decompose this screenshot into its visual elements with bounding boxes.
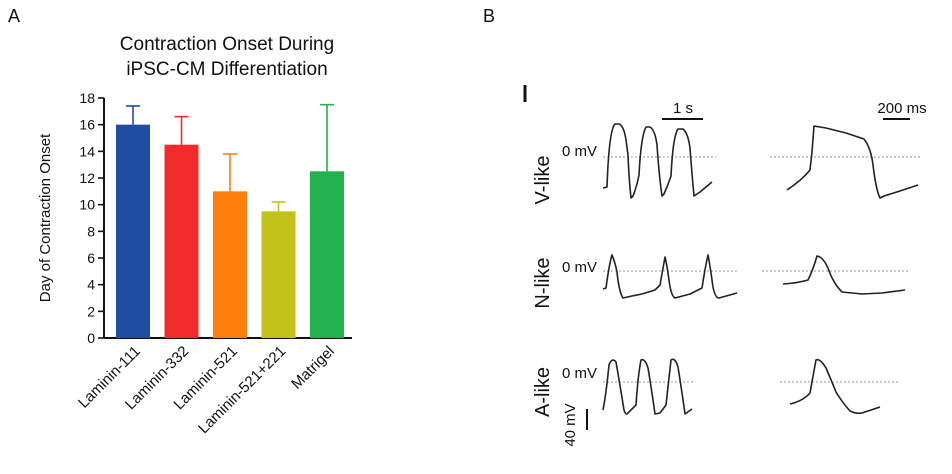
trace-a-like-train: [602, 358, 693, 415]
zero-label-v-like: 0 mV: [562, 143, 597, 160]
category-label: Laminin-521+221: [195, 343, 289, 437]
panel-b-label: B: [483, 6, 495, 26]
trace-n-like-single: [782, 255, 906, 295]
y-tick-label: 12: [79, 170, 95, 186]
y-tick-label: 10: [79, 197, 95, 213]
trace-v-like-single: [786, 125, 919, 199]
y-tick-label: 2: [87, 303, 95, 319]
bar: [261, 211, 296, 338]
chart-title-line2: iPSC-CM Differentiation: [126, 59, 327, 80]
bar: [116, 124, 150, 339]
error-bars: [126, 103, 334, 212]
y-tick-label: 16: [79, 117, 95, 133]
row-label-n-like: N-like: [532, 257, 554, 308]
trace-v-like-train: [602, 123, 713, 199]
zero-label-n-like: 0 mV: [562, 259, 597, 276]
bar: [310, 171, 344, 338]
bar: [164, 144, 199, 338]
chart-title-line1: Contraction Onset During: [120, 34, 334, 55]
row-label-v-like: V-like: [532, 156, 554, 205]
y-tick-label: 18: [79, 90, 95, 106]
bars: [116, 124, 344, 339]
y-tick-label: 0: [87, 330, 95, 346]
scale-label-1s: 1 s: [673, 100, 693, 117]
x-tick-labels: Laminin-111Laminin-332Laminin-521Laminin…: [75, 343, 338, 437]
row-label-a-like: A-like: [532, 367, 554, 417]
y-tick-label: 6: [87, 250, 95, 266]
y-tick-label: 4: [87, 277, 95, 293]
trace-a-like-single: [789, 358, 881, 415]
y-tick-label: 8: [87, 223, 95, 239]
y-tick-label: 14: [79, 143, 95, 159]
category-label: Matrigel: [288, 343, 338, 393]
trace-n-like-train: [602, 254, 738, 299]
bar: [213, 191, 247, 338]
y-ticks: 0 2 4 6 8 10 12 14 16 18: [79, 90, 104, 346]
action-potential-panel: 1 s 200 ms V-like N-like A-like 0 mV 0 m…: [523, 85, 927, 447]
scale-label-200ms: 200 ms: [877, 100, 926, 117]
panel-a-label: A: [8, 6, 20, 26]
y-axis-label: Day of Contraction Onset: [37, 133, 54, 302]
bar-chart: Contraction Onset During iPSC-CM Differe…: [37, 34, 352, 437]
zero-label-a-like: 0 mV: [562, 365, 597, 382]
scale-label-40mv: 40 mV: [562, 403, 579, 446]
